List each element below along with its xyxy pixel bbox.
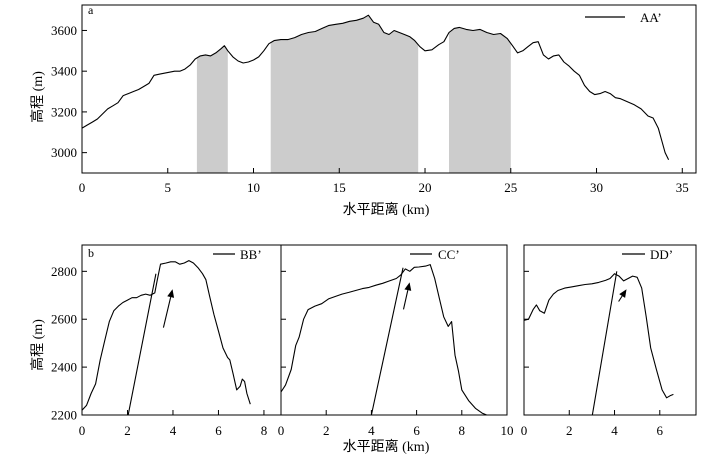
series-line-0-0 <box>82 14 670 161</box>
chart-panel-0: 0 5 10 15 20 25 30 35 3000 3200 3400 3600 <box>51 4 697 195</box>
arrow-1 <box>162 289 175 328</box>
y-axis-label-b: 高程 (m) <box>29 319 46 371</box>
x-axis-label-b: 水平距离 (km) <box>343 438 430 455</box>
x-tick-label: 2 <box>124 423 131 438</box>
shaded-region-1 <box>270 15 419 173</box>
y-axis-label-a: 高程 (m) <box>29 71 46 123</box>
x-tick-label: 0 <box>521 423 528 438</box>
plot-frame-1 <box>81 244 282 416</box>
y-tick-label: 3200 <box>51 104 77 119</box>
x-tick-label: 0 <box>79 180 86 195</box>
x-tick-label: 5 <box>165 180 172 195</box>
shaded-region-2 <box>449 27 511 173</box>
chart-panel-1: 0 2 4 6 8 2200 2400 2600 2800 <box>51 244 282 438</box>
panel-label-a: a <box>88 3 94 17</box>
x-tick-label: 6 <box>413 423 420 438</box>
straight-line-1 <box>127 273 157 415</box>
x-tick-label: 6 <box>657 423 664 438</box>
y-tick-label: 2600 <box>51 312 77 327</box>
chart-panel-2: 0 2 4 6 8 10 <box>278 244 514 438</box>
plot-area <box>82 260 251 415</box>
x-tick-label: 4 <box>170 423 177 438</box>
x-tick-label: 2 <box>566 423 573 438</box>
x-tick-label: 25 <box>504 180 517 195</box>
plot-area <box>281 264 487 415</box>
panel-label-b: b <box>88 246 94 260</box>
arrow-3 <box>618 289 627 302</box>
x-tick-label: 10 <box>501 423 514 438</box>
x-tick-label: 10 <box>247 180 260 195</box>
plot-frame-0 <box>81 4 697 174</box>
arrow-head <box>404 282 412 291</box>
x-tick-label: 8 <box>261 423 268 438</box>
y-tick-label: 2200 <box>51 408 77 423</box>
x-axis-label-a: 水平距离 (km) <box>343 201 430 218</box>
legend-label-bb: BB’ <box>240 247 262 262</box>
x-tick-label: 30 <box>590 180 603 195</box>
arrow-head <box>167 289 175 298</box>
plot-frame-3 <box>523 244 697 416</box>
x-tick-label: 4 <box>611 423 618 438</box>
arrow-shaft <box>618 295 623 302</box>
x-tick-label: 8 <box>459 423 466 438</box>
shaded-region-0 <box>196 45 228 173</box>
plot-frame-2 <box>280 244 508 416</box>
arrow-shaft <box>162 296 172 328</box>
arrow-2 <box>402 282 412 310</box>
y-tick-label: 3000 <box>51 145 77 160</box>
arrow-head <box>619 289 627 298</box>
chart-panel-3: 0 2 4 6 <box>521 244 697 438</box>
x-tick-label: 2 <box>323 423 330 438</box>
y-tick-label: 2800 <box>51 264 77 279</box>
straight-line-2 <box>370 267 404 415</box>
series-line-3-0 <box>524 273 674 399</box>
series-line-2-0 <box>281 264 487 415</box>
legend-label-aa: AA’ <box>640 10 662 25</box>
x-tick-label: 4 <box>368 423 375 438</box>
straight-line-3 <box>591 271 618 415</box>
plot-area <box>82 14 670 173</box>
y-tick-label: 2400 <box>51 360 77 375</box>
y-tick-label: 3400 <box>51 64 77 79</box>
x-tick-label: 0 <box>278 423 285 438</box>
x-tick-label: 35 <box>676 180 689 195</box>
x-tick-label: 20 <box>419 180 432 195</box>
legend-label-dd: DD’ <box>650 247 673 262</box>
x-tick-label: 6 <box>215 423 222 438</box>
arrow-shaft <box>402 290 409 310</box>
x-tick-label: 0 <box>79 423 86 438</box>
y-tick-label: 3600 <box>51 23 77 38</box>
x-tick-label: 15 <box>333 180 346 195</box>
plot-area <box>524 271 674 415</box>
series-line-1-0 <box>82 260 251 411</box>
legend-label-cc: CC’ <box>438 247 460 262</box>
